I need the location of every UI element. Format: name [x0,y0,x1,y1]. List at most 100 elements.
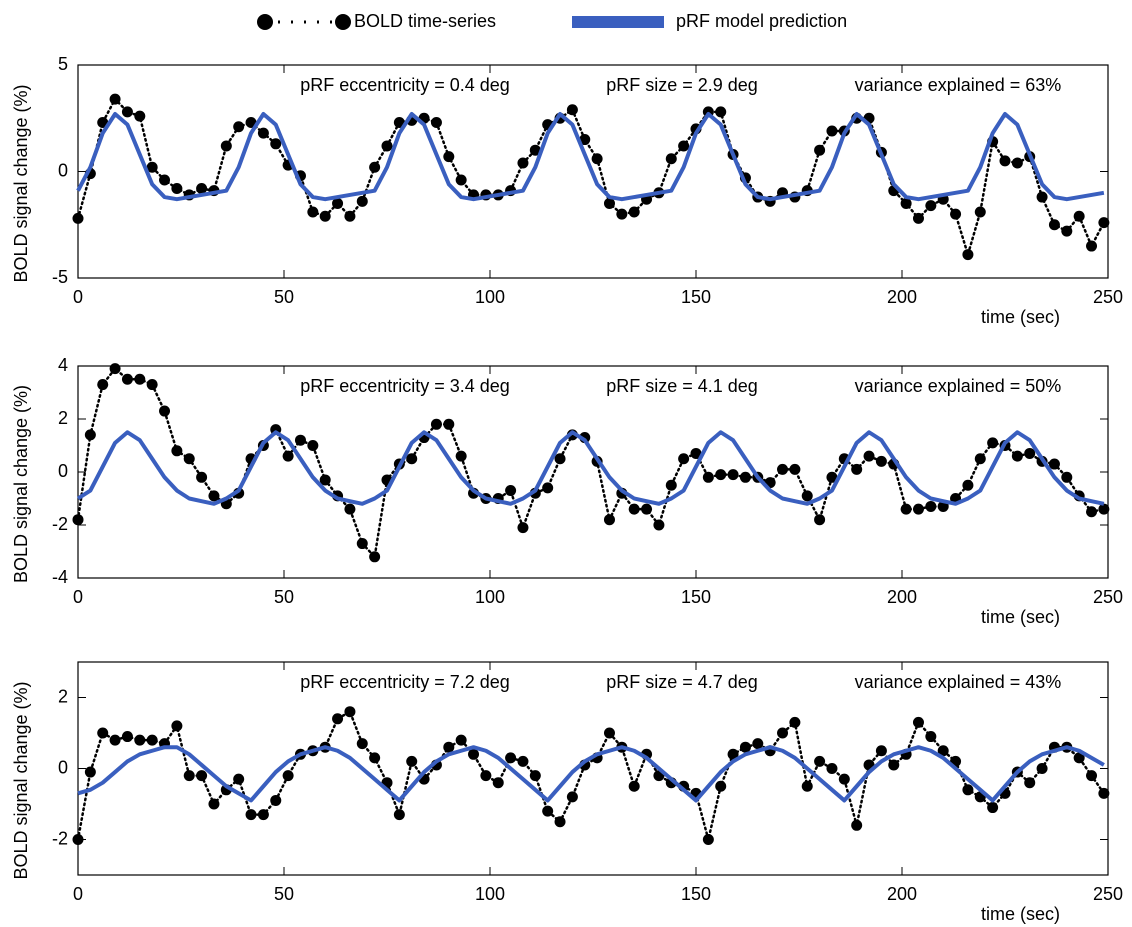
x-axis-label: time (sec) [981,904,1060,924]
bold-point [851,463,863,475]
bold-point [356,738,368,750]
bold-point [257,809,269,821]
y-tick-label: 0 [58,461,68,481]
bold-point [1073,752,1085,764]
bold-point [950,208,962,220]
bold-point [801,490,813,502]
bold-point [1011,450,1023,462]
x-axis-label: time (sec) [981,607,1060,627]
bold-point [468,748,480,760]
bold-point [1036,763,1048,774]
x-tick-label: 50 [274,587,294,607]
bold-point [1011,157,1023,169]
bold-point [1048,458,1060,470]
bold-point [270,794,282,806]
bold-point [393,809,405,821]
bold-point [109,734,121,746]
bold-point [1061,471,1073,483]
bold-point [752,738,764,750]
bold-point [381,140,393,152]
legend-marker [335,14,351,30]
model-line [77,745,1105,803]
bold-point [97,379,109,391]
y-tick-label: 0 [58,757,68,777]
x-tick-label: 0 [73,884,83,904]
bold-point [875,745,887,757]
bold-point [974,453,986,465]
x-tick-label: 250 [1093,884,1123,904]
y-tick-label: 4 [58,355,68,375]
bold-point [159,174,171,186]
x-tick-label: 250 [1093,287,1123,307]
annotation: variance explained = 43% [855,672,1062,692]
bold-point [542,482,554,494]
annotation: pRF eccentricity = 7.2 deg [300,672,510,692]
bold-point [542,805,554,817]
y-tick-label: 0 [58,160,68,180]
bold-point [777,463,789,475]
bold-point [875,455,887,467]
bold-point [245,809,257,821]
bold-point [814,755,826,767]
bold-point [257,127,269,139]
bold-point [1098,503,1110,515]
bold-point [134,373,146,385]
bold-point [912,716,924,728]
y-tick-label: 2 [58,686,68,706]
bold-point [579,134,591,146]
bold-point [1024,447,1036,459]
bold-point [369,752,381,764]
bold-point [455,734,467,746]
x-tick-label: 200 [887,587,917,607]
bold-point [665,153,677,165]
bold-point [146,161,158,173]
bold-point [1073,210,1085,222]
annotation: pRF eccentricity = 3.4 deg [300,376,510,396]
y-tick-label: -2 [52,514,68,534]
bold-point [665,479,677,491]
bold-point [1036,191,1048,203]
bold-point [628,503,640,515]
bold-point [653,519,665,531]
bold-point [814,514,826,526]
bold-point [715,469,727,481]
bold-point [455,450,467,462]
bold-point [1098,217,1110,229]
bold-point [529,144,541,156]
bold-point [307,440,319,451]
bold-point [455,174,467,186]
bold-point [121,106,133,118]
bold-point [146,734,158,746]
bold-point [344,503,356,515]
bold-point [789,463,801,475]
bold-point [937,745,949,757]
bold-point [739,741,751,753]
bold-point [1086,770,1098,782]
bold-point [826,125,838,137]
bold-point [1086,506,1098,518]
bold-point [233,121,245,133]
x-tick-label: 150 [681,884,711,904]
y-tick-label: 5 [58,54,68,74]
bold-point [739,471,751,483]
x-tick-label: 100 [475,587,505,607]
bold-point [109,93,121,105]
bold-point [196,183,208,195]
bold-point [925,731,937,743]
bold-point [183,770,195,782]
bold-point [369,161,381,173]
y-axis-label: BOLD signal change (%) [11,681,31,879]
bold-point [183,453,195,465]
bold-point [84,766,96,778]
bold-point [344,210,356,222]
bold-point [925,500,937,512]
bold-point [319,474,331,486]
annotation: pRF size = 4.7 deg [606,672,758,692]
bold-point [962,249,974,261]
bold-point [987,802,999,814]
bold-point [603,514,615,526]
bold-point [121,373,133,385]
annotation: pRF size = 4.1 deg [606,376,758,396]
